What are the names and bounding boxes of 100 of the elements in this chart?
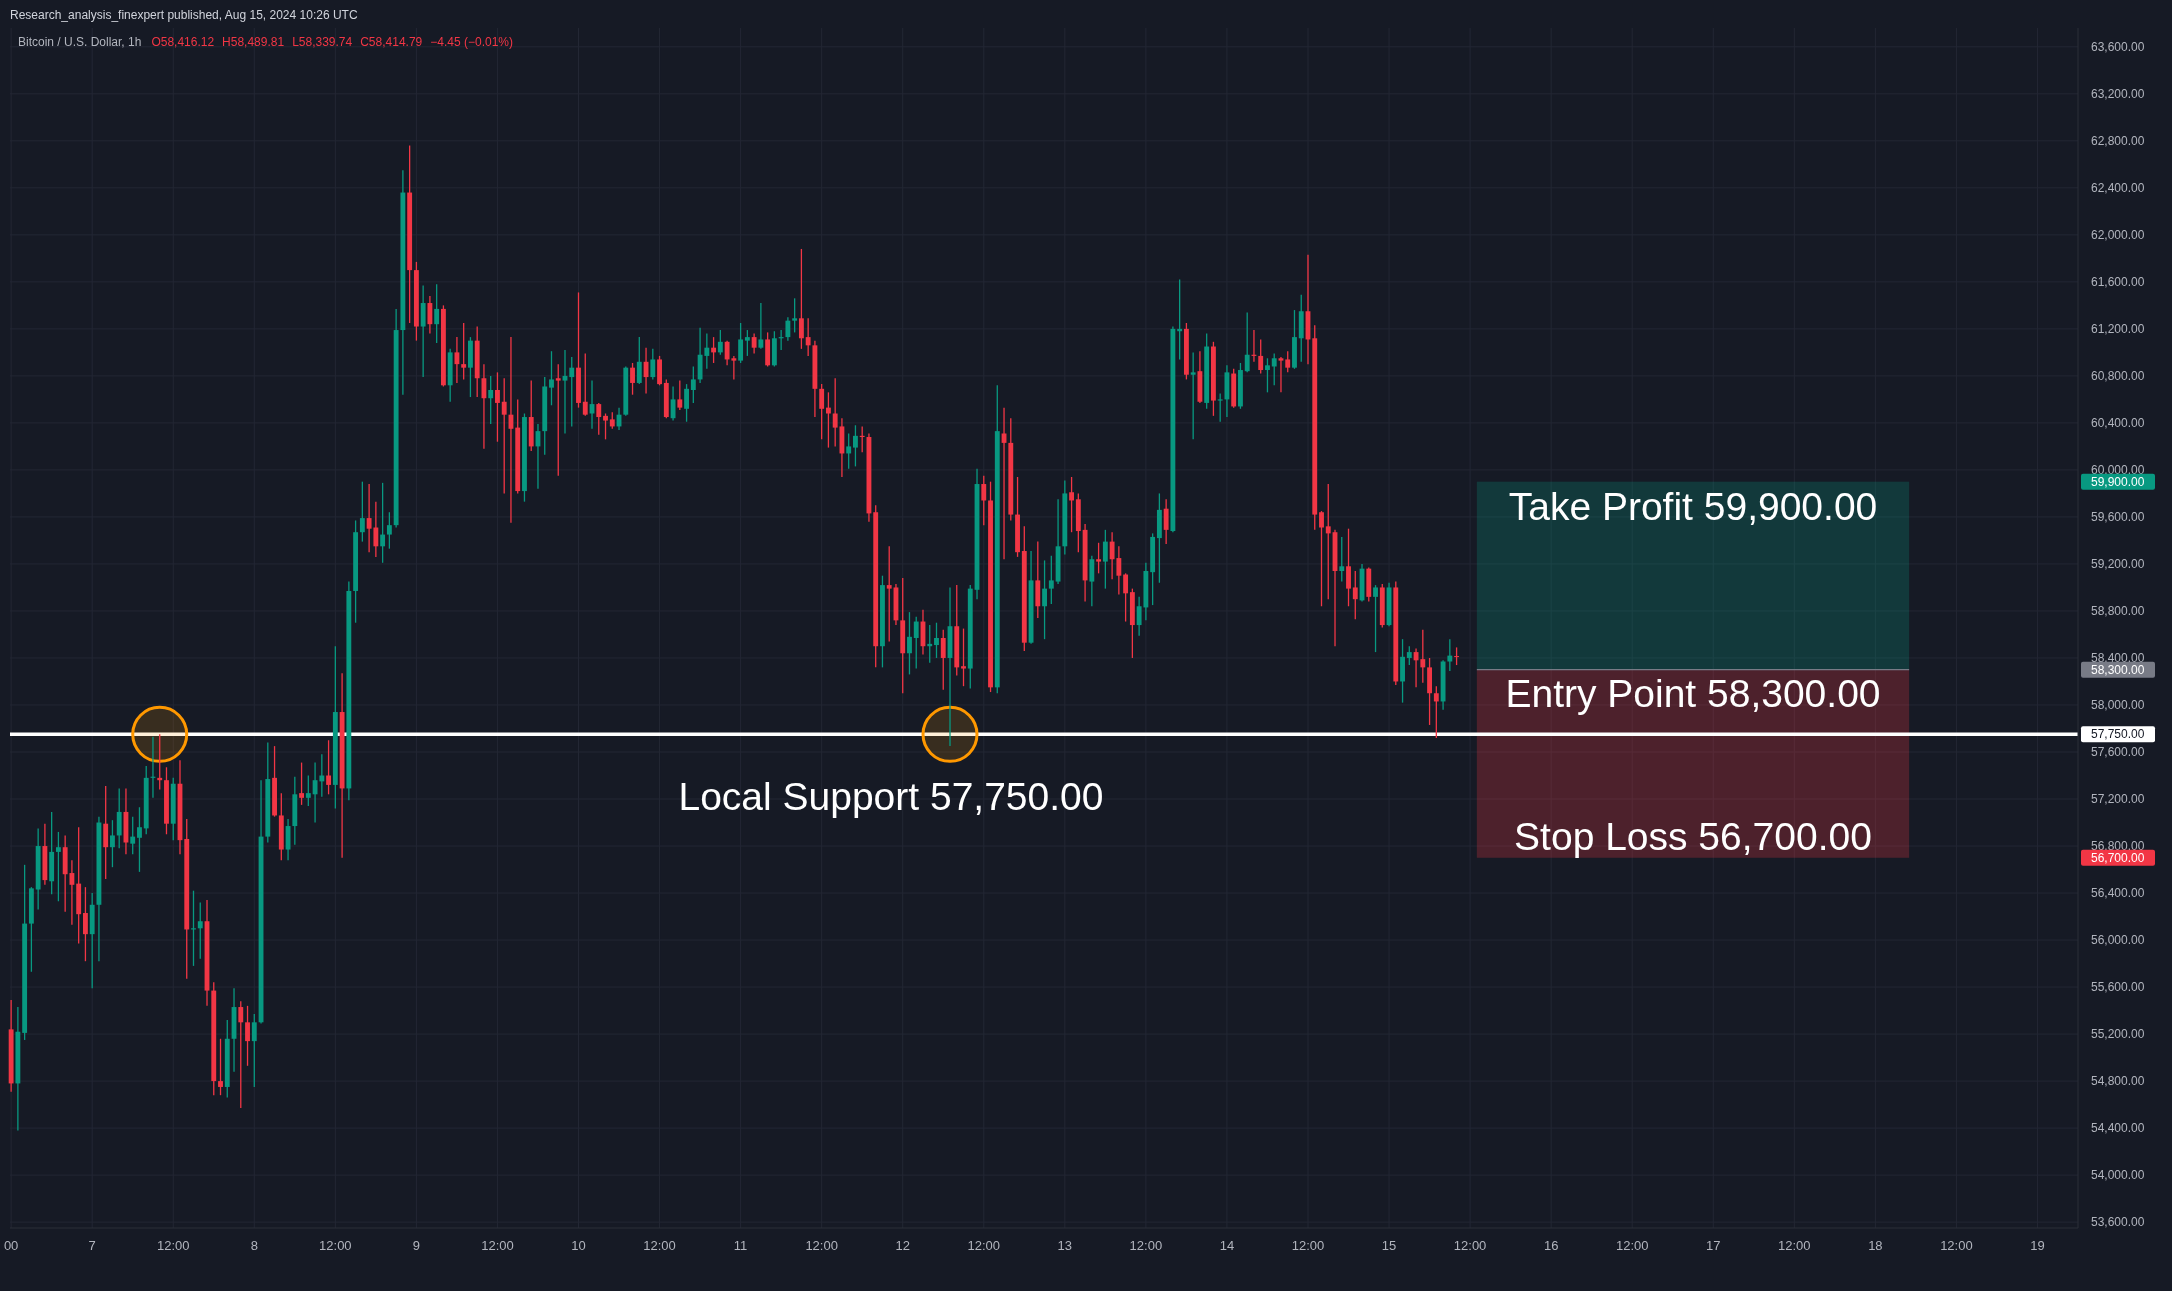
- candlestick: [1123, 572, 1129, 623]
- y-tick-label: 57,750.00: [2091, 727, 2145, 742]
- candlestick: [549, 350, 554, 406]
- candlestick: [488, 375, 494, 425]
- y-tick-label: 61,200.00: [2091, 321, 2145, 336]
- x-tick-label: 7: [88, 1237, 96, 1253]
- candlestick: [251, 1013, 257, 1088]
- candlestick: [1285, 350, 1291, 374]
- candlestick: [940, 629, 946, 691]
- candlestick: [1042, 559, 1047, 640]
- y-tick-label: 60,000.00: [2091, 462, 2145, 477]
- candlestick: [677, 379, 683, 411]
- candlestick: [110, 819, 115, 868]
- candlestick: [927, 624, 933, 664]
- candlestick: [1346, 528, 1351, 607]
- x-tick-label: 8: [250, 1237, 258, 1253]
- candlestick: [603, 412, 608, 441]
- candlestick: [1325, 483, 1331, 600]
- candlestick: [1352, 570, 1358, 620]
- x-tick-label: 12:00: [1453, 1237, 1487, 1253]
- x-tick-label: 12:00: [156, 1237, 190, 1253]
- candlestick: [103, 785, 109, 880]
- y-tick-label: 63,200.00: [2091, 86, 2145, 101]
- y-tick-label: 55,600.00: [2091, 980, 2145, 995]
- candlestick: [684, 383, 690, 423]
- x-tick-label: 12:00: [319, 1237, 352, 1253]
- candlestick: [1096, 542, 1102, 574]
- ref-line-label: Local Support 57,750.00: [678, 774, 1104, 818]
- y-tick-label: 54,000.00: [2091, 1168, 2145, 1183]
- x-tick-label: 12:00: [805, 1237, 838, 1253]
- candlestick: [981, 475, 987, 526]
- y-tick-label: 58,000.00: [2091, 697, 2145, 712]
- candlestick: [798, 248, 804, 350]
- band-label: Take Profit 59,900.00: [1508, 485, 1878, 529]
- annotation: −4.45 (−0.01%): [430, 35, 513, 49]
- candlestick: [758, 302, 764, 350]
- candlestick: [819, 383, 825, 441]
- candlestick: [690, 365, 696, 404]
- candlestick: [305, 774, 311, 807]
- candlestick: [299, 761, 304, 806]
- x-tick-label: 18: [1868, 1237, 1883, 1253]
- candlestick: [454, 336, 460, 384]
- y-tick-label: 59,600.00: [2091, 509, 2145, 524]
- candlestick: [785, 316, 791, 342]
- x-tick-label: 12: [895, 1237, 910, 1253]
- candlestick: [1258, 338, 1264, 375]
- text: Bitcoin / U.S. Dollar, 1h: [18, 35, 142, 49]
- x-tick-label: 12:00: [481, 1237, 514, 1253]
- x-tick-label: 12:00: [1615, 1237, 1649, 1253]
- ref-line-label: Entry Point 58,300.00: [1505, 672, 1881, 716]
- candlestick: [1271, 352, 1277, 386]
- candlestick: [1177, 278, 1183, 361]
- band-label: Stop Loss 56,700.00: [1514, 815, 1872, 859]
- candlestick: [934, 622, 939, 659]
- candlestick: [650, 348, 656, 381]
- y-tick-label: 58,300.00: [2091, 662, 2145, 677]
- x-tick-label: 14: [1219, 1237, 1235, 1253]
- x-tick-label: 12:00: [643, 1237, 676, 1253]
- candlestick: [82, 886, 88, 962]
- x-tick-label: 17: [1706, 1237, 1721, 1253]
- y-tick-label: 53,600.00: [2091, 1215, 2145, 1230]
- candlestick: [380, 482, 386, 564]
- candlestick: [1373, 584, 1378, 653]
- candlestick: [197, 901, 203, 960]
- candlestick: [555, 363, 561, 477]
- annotation: H58,489.81: [222, 35, 285, 49]
- candlestick: [1406, 645, 1412, 666]
- x-tick-label: 12:00: [1940, 1237, 1973, 1253]
- candlestick: [751, 332, 757, 355]
- candlestick: [744, 329, 750, 357]
- annotation: L58,339.74: [292, 35, 353, 49]
- candlestick: [907, 611, 912, 676]
- candlestick: [427, 295, 433, 335]
- annotation: O58,416.12: [151, 35, 215, 49]
- candlestick: [501, 377, 507, 495]
- candlestick: [630, 362, 635, 396]
- x-tick-label: 13: [1057, 1237, 1073, 1253]
- x-tick-label: 16: [1543, 1237, 1559, 1253]
- candlestick: [386, 511, 392, 550]
- candlestick: [582, 352, 588, 417]
- x-tick-label: 9: [412, 1237, 421, 1253]
- candlestick: [238, 1000, 244, 1109]
- y-tick-label: 60,400.00: [2091, 415, 2145, 430]
- candlestick: [495, 371, 500, 443]
- x-tick-label: 12:00: [1291, 1237, 1325, 1253]
- candlestick: [1089, 555, 1095, 607]
- candlestick: [137, 806, 142, 873]
- candlestick: [913, 616, 919, 670]
- candlestick: [1217, 392, 1223, 423]
- y-tick-label: 62,400.00: [2091, 180, 2145, 195]
- annotation: C58,414.79: [360, 35, 423, 49]
- x-tick-label: 10: [571, 1237, 586, 1253]
- x-tick-label: 19: [2030, 1237, 2045, 1253]
- y-tick-label: 57,600.00: [2091, 745, 2145, 759]
- candlestick: [569, 356, 575, 428]
- candlestick: [1102, 529, 1108, 590]
- candlestick: [1319, 510, 1324, 607]
- y-tick-label: 56,400.00: [2091, 886, 2145, 901]
- x-tick-label: 11: [733, 1237, 748, 1253]
- candlestick: [326, 739, 332, 795]
